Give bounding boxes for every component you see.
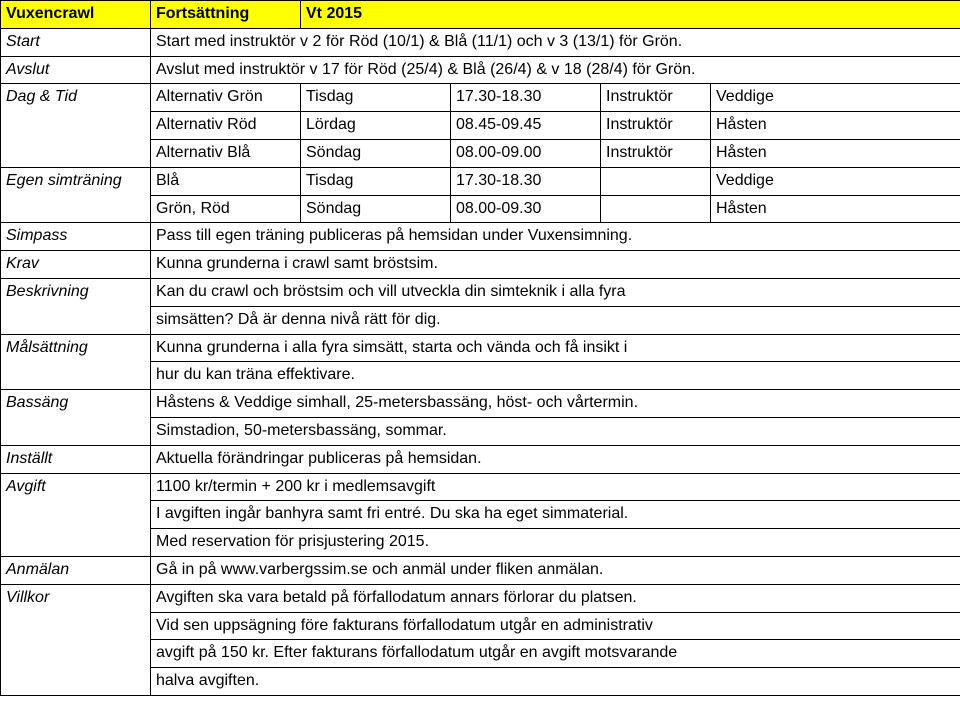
label-anmalan: Anmälan	[1, 556, 151, 584]
row-egen-1: Egen simträning Blå Tisdag 17.30-18.30 V…	[1, 167, 960, 195]
label-start: Start	[1, 28, 151, 56]
dagtid-r1-time: 17.30-18.30	[451, 84, 601, 112]
header-row: Vuxencrawl Fortsättning Vt 2015	[1, 1, 960, 29]
header-title-right: Vt 2015	[301, 1, 960, 29]
text-simpass: Pass till egen träning publiceras på hem…	[151, 223, 960, 251]
egen-r1-alt: Blå	[151, 167, 301, 195]
egen-r2-place: Håsten	[711, 195, 960, 223]
egen-r1-role	[601, 167, 711, 195]
text-villkor-1: Avgiften ska vara betald på förfallodatu…	[151, 584, 960, 612]
text-krav: Kunna grunderna i crawl samt bröstsim.	[151, 251, 960, 279]
dagtid-r1-place: Veddige	[711, 84, 960, 112]
egen-r2-role	[601, 195, 711, 223]
text-malsattning-2: hur du kan träna effektivare.	[151, 362, 960, 390]
row-beskrivning-1: Beskrivning Kan du crawl och bröstsim oc…	[1, 278, 960, 306]
text-start: Start med instruktör v 2 för Röd (10/1) …	[151, 28, 960, 56]
text-beskrivning-1: Kan du crawl och bröstsim och vill utvec…	[151, 278, 960, 306]
text-bassang-2: Simstadion, 50-metersbassäng, sommar.	[151, 417, 960, 445]
text-installt: Aktuella förändringar publiceras på hems…	[151, 445, 960, 473]
text-bassang-1: Håstens & Veddige simhall, 25-metersbass…	[151, 390, 960, 418]
text-malsattning-1: Kunna grunderna i alla fyra simsätt, sta…	[151, 334, 960, 362]
label-villkor: Villkor	[1, 584, 151, 695]
text-avgift-3: Med reservation för prisjustering 2015.	[151, 529, 960, 557]
egen-r2-day: Söndag	[301, 195, 451, 223]
text-villkor-3: avgift på 150 kr. Efter fakturans förfal…	[151, 640, 960, 668]
main-table: Vuxencrawl Fortsättning Vt 2015 Start St…	[0, 0, 960, 696]
egen-r1-day: Tisdag	[301, 167, 451, 195]
text-avslut: Avslut med instruktör v 17 för Röd (25/4…	[151, 56, 960, 84]
egen-r2-alt: Grön, Röd	[151, 195, 301, 223]
dagtid-r3-time: 08.00-09.00	[451, 139, 601, 167]
dagtid-r3-alt: Alternativ Blå	[151, 139, 301, 167]
row-simpass: Simpass Pass till egen träning publicera…	[1, 223, 960, 251]
label-egen: Egen simträning	[1, 167, 151, 223]
egen-r1-place: Veddige	[711, 167, 960, 195]
text-avgift-1: 1100 kr/termin + 200 kr i medlemsavgift	[151, 473, 960, 501]
dagtid-r2-day: Lördag	[301, 112, 451, 140]
dagtid-r1-alt: Alternativ Grön	[151, 84, 301, 112]
row-malsattning-1: Målsättning Kunna grunderna i alla fyra …	[1, 334, 960, 362]
row-villkor-1: Villkor Avgiften ska vara betald på förf…	[1, 584, 960, 612]
egen-r2-time: 08.00-09.30	[451, 195, 601, 223]
label-installt: Inställt	[1, 445, 151, 473]
text-villkor-4: halva avgiften.	[151, 668, 960, 696]
text-anmalan: Gå in på www.varbergssim.se och anmäl un…	[151, 556, 960, 584]
dagtid-r3-role: Instruktör	[601, 139, 711, 167]
label-krav: Krav	[1, 251, 151, 279]
dagtid-r1-role: Instruktör	[601, 84, 711, 112]
row-anmalan: Anmälan Gå in på www.varbergssim.se och …	[1, 556, 960, 584]
text-villkor-2: Vid sen uppsägning före fakturans förfal…	[151, 612, 960, 640]
row-avslut: Avslut Avslut med instruktör v 17 för Rö…	[1, 56, 960, 84]
dagtid-r2-time: 08.45-09.45	[451, 112, 601, 140]
text-avgift-2: I avgiften ingår banhyra samt fri entré.…	[151, 501, 960, 529]
label-dagtid: Dag & Tid	[1, 84, 151, 167]
header-title-mid: Fortsättning	[151, 1, 301, 29]
row-avgift-1: Avgift 1100 kr/termin + 200 kr i medlems…	[1, 473, 960, 501]
label-avgift: Avgift	[1, 473, 151, 556]
label-beskrivning: Beskrivning	[1, 278, 151, 334]
dagtid-r2-alt: Alternativ Röd	[151, 112, 301, 140]
row-krav: Krav Kunna grunderna i crawl samt brösts…	[1, 251, 960, 279]
row-bassang-1: Bassäng Håstens & Veddige simhall, 25-me…	[1, 390, 960, 418]
dagtid-r3-day: Söndag	[301, 139, 451, 167]
header-title-left: Vuxencrawl	[1, 1, 151, 29]
dagtid-r1-day: Tisdag	[301, 84, 451, 112]
text-beskrivning-2: simsätten? Då är denna nivå rätt för dig…	[151, 306, 960, 334]
label-bassang: Bassäng	[1, 390, 151, 446]
row-dagtid-1: Dag & Tid Alternativ Grön Tisdag 17.30-1…	[1, 84, 960, 112]
row-start: Start Start med instruktör v 2 för Röd (…	[1, 28, 960, 56]
course-info-table: Vuxencrawl Fortsättning Vt 2015 Start St…	[0, 0, 960, 696]
dagtid-r2-place: Håsten	[711, 112, 960, 140]
label-avslut: Avslut	[1, 56, 151, 84]
label-malsattning: Målsättning	[1, 334, 151, 390]
label-simpass: Simpass	[1, 223, 151, 251]
dagtid-r3-place: Håsten	[711, 139, 960, 167]
egen-r1-time: 17.30-18.30	[451, 167, 601, 195]
row-installt: Inställt Aktuella förändringar publicera…	[1, 445, 960, 473]
dagtid-r2-role: Instruktör	[601, 112, 711, 140]
